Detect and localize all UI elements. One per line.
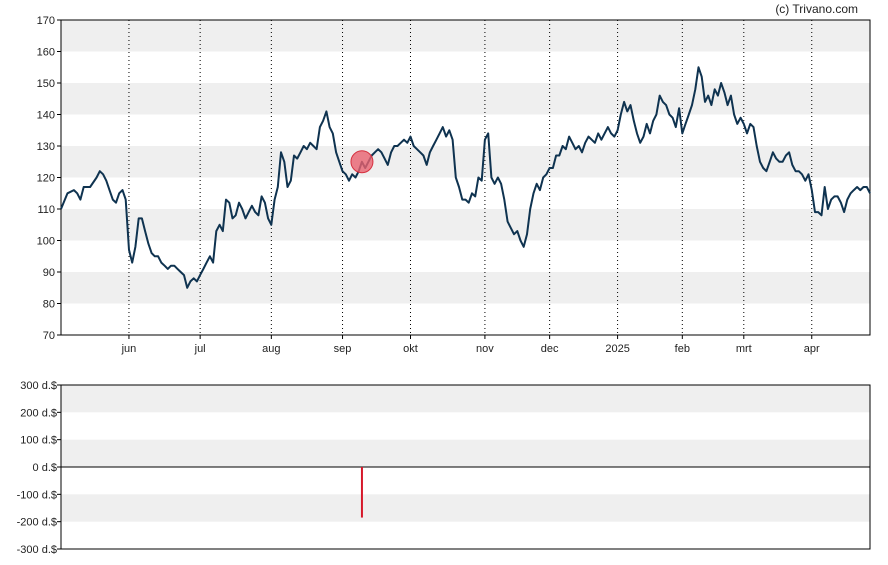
y-tick-label: -300 d.$ — [17, 544, 57, 556]
x-tick-label: jun — [121, 343, 137, 355]
x-tick-label: nov — [476, 343, 494, 355]
x-tick-label: 2025 — [605, 343, 629, 355]
grid-band — [61, 385, 870, 413]
grid-band — [61, 494, 870, 522]
y-tick-label: 300 d.$ — [20, 380, 57, 392]
price-series-line — [60, 66, 871, 289]
y-tick-label: 160 — [37, 47, 55, 59]
grid-band — [61, 209, 870, 241]
y-tick-label: 110 — [37, 204, 55, 216]
x-tick-label: jul — [194, 343, 206, 355]
y-tick-label: 150 — [37, 78, 55, 90]
x-tick-label: okt — [403, 343, 418, 355]
y-tick-label: 130 — [37, 141, 55, 153]
grid-band — [61, 20, 870, 52]
y-tick-label: 80 — [43, 299, 55, 311]
x-tick-label: aug — [262, 343, 280, 355]
y-tick-label: 100 d.$ — [20, 435, 57, 447]
highlight-marker — [350, 150, 374, 174]
grid-band — [61, 439, 870, 467]
volume-chart: 300 d.$ 200 d.$ 100 d.$ 0 d.$ -100 d.$ -200 d… — [17, 380, 871, 556]
price-chart: 70 80 90 100 110 120 130 140 150 160 170 jun jul aug s… — [37, 15, 871, 355]
grid-band — [61, 146, 870, 178]
y-tick-label: 70 — [43, 330, 55, 342]
y-tick-label: 0 d.$ — [33, 462, 57, 474]
y-tick-label: 100 — [37, 236, 55, 248]
y-tick-label: 90 — [43, 267, 55, 279]
x-tick-label: sep — [334, 343, 352, 355]
y-tick-label: -100 d.$ — [17, 489, 57, 501]
x-tick-label: dec — [541, 343, 559, 355]
x-tick-label: mrt — [736, 343, 752, 355]
grid-band — [61, 272, 870, 304]
y-tick-label: 120 — [37, 173, 55, 185]
x-tick-label: apr — [804, 343, 820, 355]
x-tick-label: feb — [675, 343, 690, 355]
copyright-text: (c) Trivano.com — [775, 2, 858, 16]
y-tick-label: 140 — [37, 110, 55, 122]
y-tick-label: 170 — [37, 15, 55, 27]
grid-band — [61, 83, 870, 115]
y-tick-label: -200 d.$ — [17, 517, 57, 529]
y-tick-label: 200 d.$ — [20, 407, 57, 419]
